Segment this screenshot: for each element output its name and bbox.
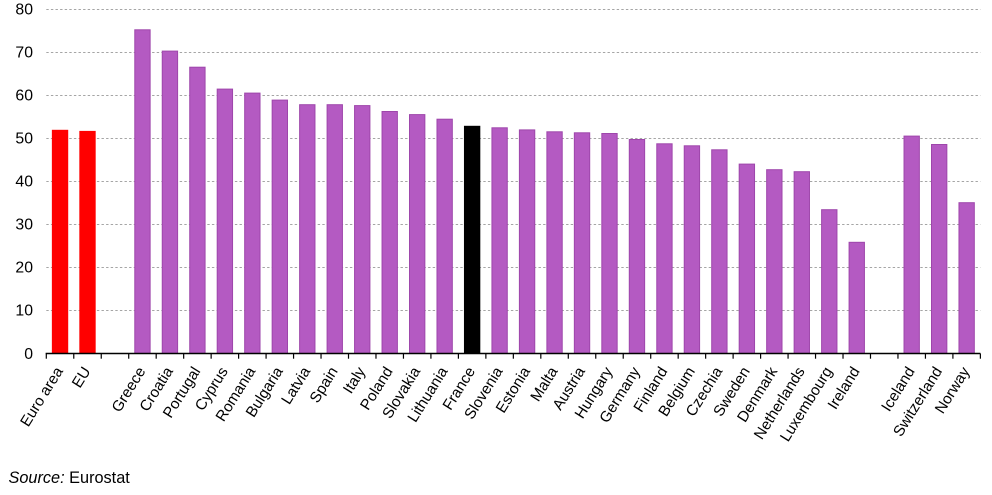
svg-text:60: 60	[15, 87, 33, 104]
svg-text:30: 30	[15, 217, 33, 234]
svg-text:80: 80	[15, 1, 33, 18]
svg-text:40: 40	[15, 174, 33, 191]
svg-text:Source: Eurostat: Source: Eurostat	[9, 469, 131, 487]
svg-text:0: 0	[24, 346, 33, 363]
svg-text:50: 50	[15, 130, 33, 147]
svg-text:70: 70	[15, 44, 33, 61]
svg-text:10: 10	[15, 303, 33, 320]
svg-text:20: 20	[15, 260, 33, 277]
